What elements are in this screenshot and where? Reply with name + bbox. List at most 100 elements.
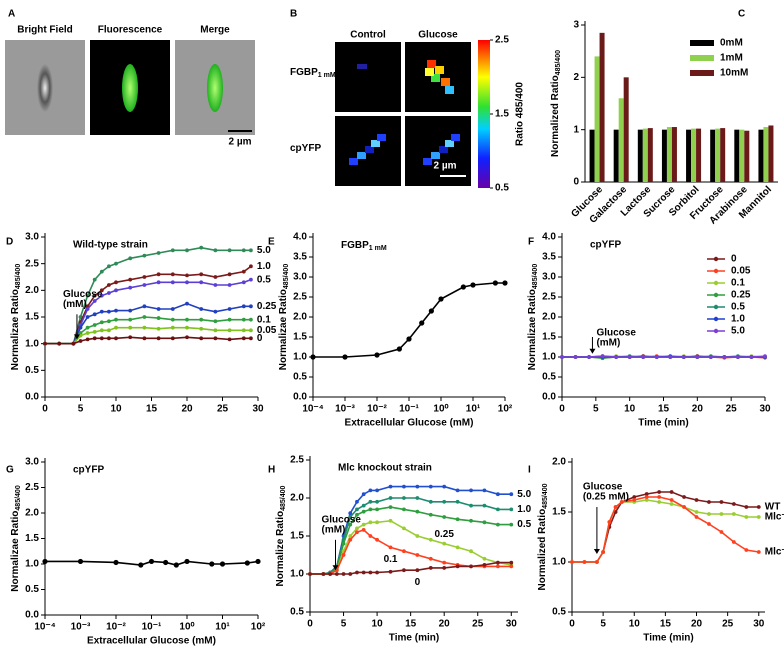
- data-point: [142, 304, 147, 309]
- y-tick-label: 1.0: [552, 557, 566, 568]
- data-point: [85, 315, 90, 319]
- data-point: [308, 572, 312, 576]
- data-point: [402, 496, 406, 500]
- y-tick-label: 1.5: [542, 332, 556, 343]
- data-point: [92, 336, 97, 341]
- data-point: [682, 495, 686, 499]
- data-point: [469, 503, 473, 508]
- data-point: [156, 251, 161, 255]
- y-tick-label: 0.5: [25, 365, 39, 376]
- legend-marker: [713, 256, 719, 262]
- data-point: [213, 283, 218, 287]
- data-point: [763, 354, 767, 359]
- data-point: [632, 498, 637, 502]
- y-tick-label: 0.5: [290, 607, 304, 618]
- data-point: [138, 562, 144, 568]
- y-tick-label: 3.0: [25, 232, 39, 243]
- data-point: [355, 499, 359, 504]
- y-tick-label: 2.0: [542, 312, 556, 323]
- data-point: [348, 534, 353, 538]
- data-point: [249, 336, 253, 341]
- data-point: [227, 248, 232, 253]
- data-point: [185, 301, 189, 306]
- data-point: [128, 256, 133, 261]
- y-tick-label: 3: [573, 20, 579, 31]
- legend-marker: [713, 316, 719, 322]
- series-label: WT: [765, 502, 781, 513]
- data-point: [199, 326, 204, 331]
- data-point: [209, 561, 215, 567]
- data-point: [707, 522, 711, 526]
- data-point: [375, 499, 379, 504]
- colorbar-tick-label: 0.5: [495, 183, 509, 194]
- data-point: [148, 558, 155, 565]
- bar: [647, 128, 653, 182]
- series-label: 0: [257, 333, 263, 344]
- y-tick-label: 0: [573, 177, 579, 188]
- x-tick-label: 25: [217, 404, 229, 415]
- cell: [423, 158, 432, 165]
- data-point: [355, 526, 359, 531]
- y-tick-label: 1.5: [552, 507, 566, 518]
- row-label-main: FGBP: [290, 67, 318, 78]
- image-label: Merge: [200, 25, 230, 36]
- data-point: [92, 312, 97, 317]
- bar: [599, 32, 605, 182]
- series-label: Mlc⁻: [765, 547, 784, 558]
- series-label: 0: [415, 577, 421, 588]
- data-point: [114, 280, 118, 285]
- x-tick-label: 10⁻⁴: [34, 622, 55, 633]
- data-point: [736, 355, 740, 359]
- data-point: [355, 570, 359, 575]
- row-label-main: cpYFP: [290, 143, 321, 154]
- bar: [734, 129, 740, 182]
- y-axis-label: Normalizae Ratio485/400: [10, 264, 23, 371]
- data-point: [368, 570, 373, 575]
- legend-marker: [713, 328, 719, 334]
- y-tick-label: 3.5: [293, 252, 307, 263]
- data-point: [199, 336, 204, 341]
- data-point: [644, 492, 649, 496]
- bar: [637, 129, 643, 182]
- data-point: [170, 272, 175, 277]
- data-point: [310, 354, 316, 360]
- data-point: [415, 553, 420, 557]
- legend-swatch: [690, 55, 714, 61]
- x-tick-label: 30: [252, 404, 264, 415]
- annotation-arrowhead: [593, 549, 600, 554]
- data-point: [213, 328, 218, 333]
- legend-label: 0.05: [731, 266, 751, 277]
- series-label: 5.0: [517, 489, 531, 500]
- bar: [671, 127, 677, 182]
- y-tick-label: 4.0: [293, 232, 307, 243]
- x-tick-label: 10⁻¹: [142, 622, 162, 633]
- series-line: [572, 499, 759, 563]
- series-label: Mlc⁻/Mlc OE: [765, 512, 784, 523]
- data-point: [342, 354, 348, 360]
- y-axis-label-sub: 485/400: [555, 50, 562, 75]
- annotation: (mM): [596, 338, 620, 349]
- data-point: [442, 541, 447, 546]
- panel-letter: C: [738, 9, 745, 20]
- chart-title: cpYFP: [590, 240, 621, 251]
- data-point: [99, 309, 104, 314]
- data-point: [600, 354, 605, 359]
- y-tick-label: 2: [573, 72, 579, 83]
- annotation: (0.25 mM): [583, 492, 629, 503]
- data-point: [495, 522, 500, 527]
- x-tick-label: 5: [78, 404, 84, 415]
- column-label: Glucose: [418, 30, 458, 41]
- x-tick-label: 10⁰: [433, 404, 448, 415]
- colorbar-label: Ratio 485/400: [515, 82, 526, 146]
- data-point: [43, 341, 47, 346]
- data-point: [185, 317, 189, 322]
- y-axis-label: Normalized Ratio485/400: [550, 50, 563, 157]
- data-point: [482, 520, 487, 525]
- bar: [594, 56, 600, 182]
- data-point: [173, 562, 179, 568]
- data-point: [368, 507, 373, 512]
- data-point: [582, 560, 587, 564]
- data-point: [107, 283, 111, 287]
- data-point: [85, 325, 90, 330]
- bar: [696, 128, 702, 182]
